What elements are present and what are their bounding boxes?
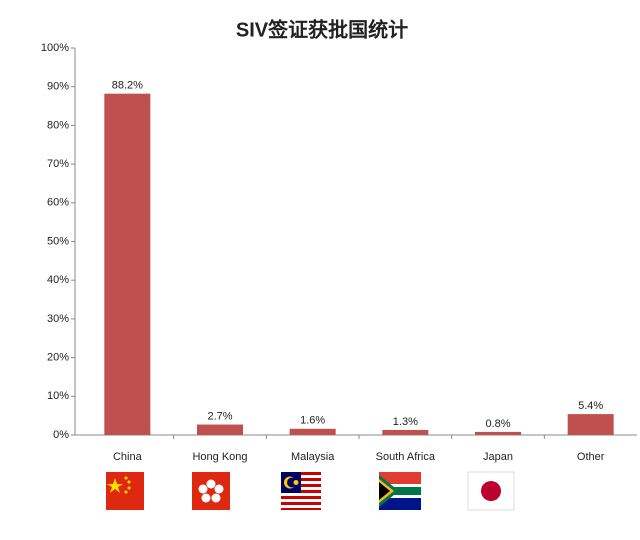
y-tick-label: 100% [41, 42, 69, 54]
y-tick-label: 80% [47, 119, 69, 131]
bar [197, 424, 243, 435]
y-tick-label: 10% [47, 390, 69, 402]
y-tick-label: 30% [47, 313, 69, 325]
value-label: 88.2% [112, 80, 143, 92]
flag-hong-kong [192, 472, 230, 510]
bar [104, 93, 151, 435]
value-label: 1.6% [300, 415, 325, 427]
flag-south-africa [379, 472, 421, 510]
y-tick-label: 50% [47, 235, 69, 247]
x-tick-label: China [113, 451, 143, 463]
bar [382, 429, 429, 435]
chart-title: SIV签证获批国统计 [236, 17, 408, 41]
flags [106, 471, 515, 511]
x-tick-label: Hong Kong [192, 451, 247, 463]
y-tick-label: 70% [47, 158, 69, 170]
bar [289, 428, 336, 435]
value-label: 1.3% [393, 416, 418, 428]
value-label: 5.4% [578, 400, 603, 412]
x-tick-label: Malaysia [291, 451, 335, 463]
y-tick-label: 40% [47, 274, 69, 286]
bar [475, 431, 521, 435]
y-tick-label: 0% [53, 429, 69, 441]
flag-japan [467, 471, 515, 511]
y-tick-label: 90% [47, 81, 69, 93]
x-tick-label: Other [577, 451, 605, 463]
y-tick-label: 20% [47, 352, 69, 364]
x-tick-label: Japan [483, 451, 513, 463]
flag-malaysia [281, 472, 321, 510]
y-tick-label: 60% [47, 197, 69, 209]
x-tick-label: South Africa [376, 451, 436, 463]
value-label: 0.8% [485, 418, 510, 430]
bar [567, 414, 614, 435]
flag-china [106, 472, 144, 510]
value-label: 2.7% [207, 410, 232, 422]
